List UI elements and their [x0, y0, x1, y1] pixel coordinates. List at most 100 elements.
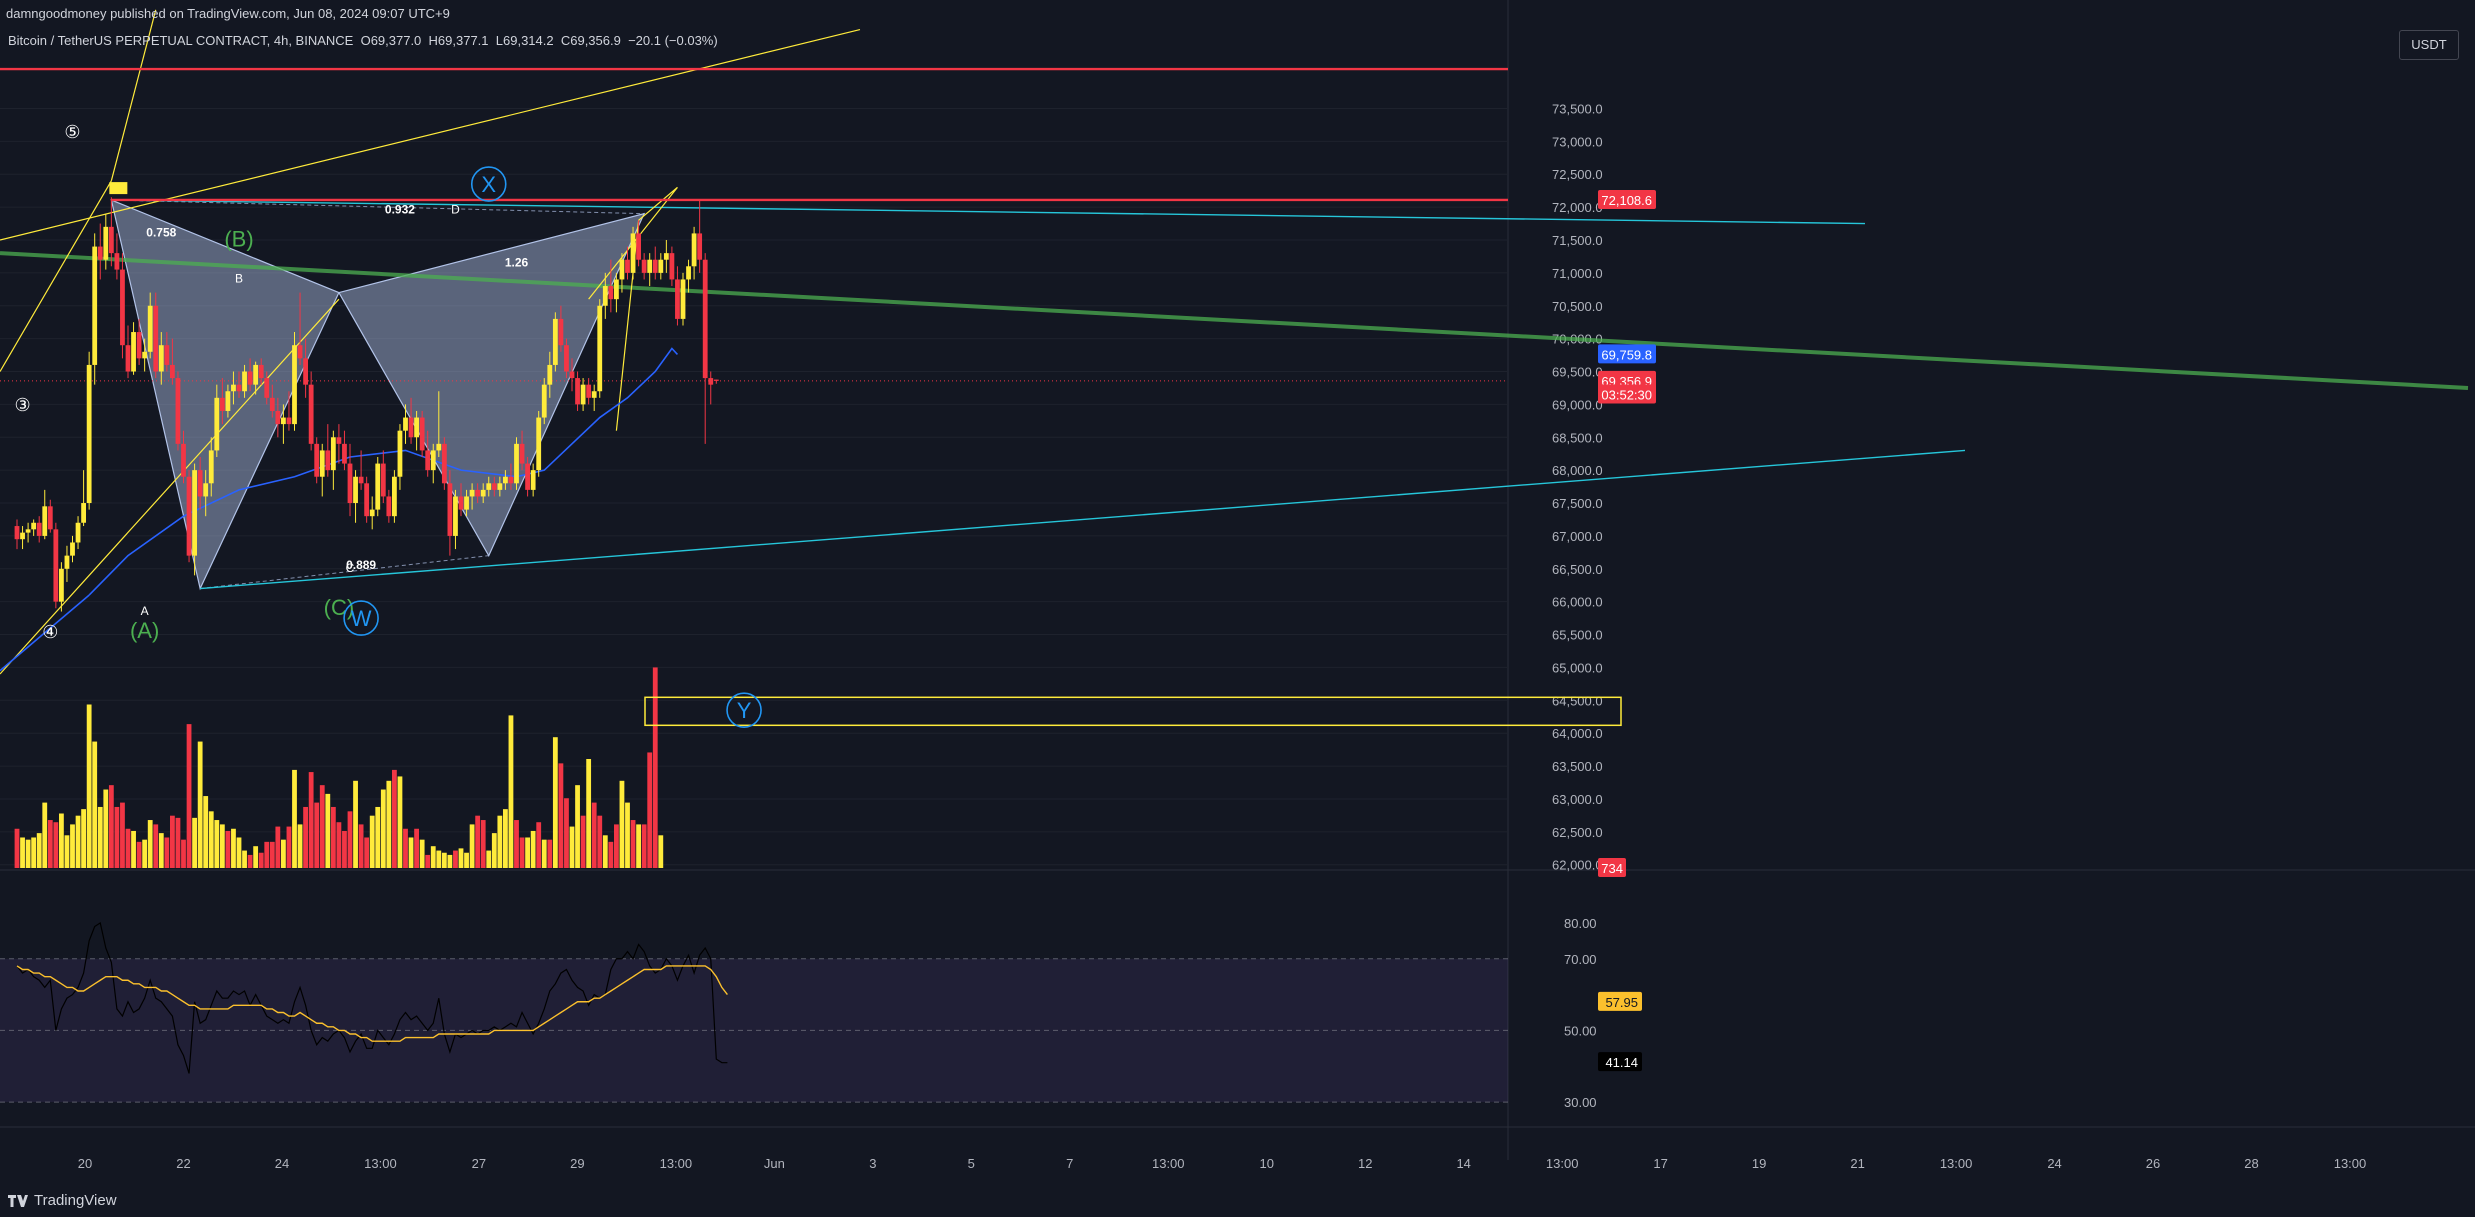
price-tick-label: 67,000.0 — [1552, 529, 1603, 544]
candle-body — [475, 489, 481, 497]
candle-body — [430, 450, 436, 471]
price-tick-label: 72,500.0 — [1552, 167, 1603, 182]
price-tick-label: 65,000.0 — [1552, 660, 1603, 675]
candle-body — [586, 384, 592, 398]
price-tick-label: 62,500.0 — [1552, 825, 1603, 840]
volume-bar — [142, 839, 148, 868]
candle-body — [342, 443, 347, 464]
wave-circle-blue — [343, 600, 379, 636]
candle-body — [214, 397, 220, 451]
candle-body — [669, 253, 675, 280]
candle-body — [330, 437, 336, 471]
volume-bar — [491, 833, 497, 868]
candle-body — [503, 476, 508, 484]
volume-bar — [125, 828, 131, 868]
volume-bar — [136, 841, 142, 868]
time-tick-label: 13:00 — [660, 1156, 693, 1171]
wave-label-blue: X — [481, 172, 496, 197]
candle-body — [397, 430, 403, 477]
time-tick-label: 14 — [1456, 1156, 1470, 1171]
high-value: 69,377.1 — [437, 33, 489, 48]
candle-body — [225, 391, 231, 411]
price-tick-label: 68,500.0 — [1552, 430, 1603, 445]
rsi-tag — [1598, 1052, 1642, 1072]
time-tick-label: 20 — [78, 1156, 92, 1171]
candle-body — [275, 410, 281, 425]
candle-body — [486, 483, 492, 490]
candle-body — [547, 364, 553, 385]
price-tick-label: 70,500.0 — [1552, 299, 1603, 314]
volume-bar — [20, 837, 25, 868]
volume-bar — [70, 824, 75, 868]
volume-bar — [92, 741, 98, 868]
volume-bar — [158, 833, 164, 868]
high-label: H — [428, 33, 438, 48]
candle-body — [536, 417, 542, 471]
candle-body — [447, 483, 453, 536]
volume-bar — [31, 837, 37, 868]
fib-ratio-label: 0.758 — [146, 226, 176, 240]
currency-button[interactable]: USDT — [2399, 30, 2459, 60]
rsi-tag — [1598, 991, 1642, 1011]
candle-body — [686, 266, 691, 280]
volume-bar — [103, 789, 109, 868]
candle-body — [97, 246, 103, 260]
fib-ratio-label: 0.889 — [346, 558, 376, 572]
candle-body — [75, 522, 81, 543]
time-tick-label: Jun — [764, 1156, 785, 1171]
candle-body — [170, 364, 175, 379]
candle-body — [92, 246, 98, 365]
candle-body — [269, 397, 275, 411]
time-tick-label: 27 — [472, 1156, 486, 1171]
candle-body — [286, 417, 292, 425]
volume-bar — [297, 824, 303, 868]
price-tick-label: 67,500.0 — [1552, 496, 1603, 511]
volume-bar — [120, 802, 125, 868]
candle-body — [519, 443, 525, 464]
volume-bar — [447, 854, 453, 868]
candle-body — [497, 483, 503, 490]
wave-label-white: ④ — [42, 622, 58, 642]
volume-bar — [192, 817, 197, 868]
wave-label-blue: W — [351, 606, 372, 631]
volume-bar — [480, 820, 486, 868]
candle-body — [86, 364, 92, 504]
volume-bar — [441, 852, 447, 868]
candle-body — [436, 443, 442, 451]
volume-bar — [364, 837, 370, 868]
volume-bar — [342, 830, 347, 868]
volume-bar — [203, 796, 209, 868]
time-tick-label: 17 — [1653, 1156, 1667, 1171]
volume-bar — [81, 809, 86, 868]
pattern-point-label: B — [235, 272, 243, 286]
volume-bar — [508, 715, 514, 868]
volume-bar — [286, 826, 292, 868]
time-tick-label: 3 — [869, 1156, 876, 1171]
candle-body — [663, 253, 669, 260]
candle-body — [464, 496, 469, 510]
candle-body — [702, 259, 708, 379]
candle-body — [636, 233, 641, 260]
symbol-name[interactable]: Bitcoin / TetherUS PERPETUAL CONTRACT, 4… — [8, 33, 354, 48]
rsi-band — [0, 958, 1508, 1103]
volume-bar — [214, 820, 220, 868]
volume-bar — [497, 815, 503, 868]
candle-body — [458, 496, 464, 510]
volume-bar — [558, 763, 564, 868]
candle-body — [558, 318, 564, 346]
candle-body — [314, 443, 320, 477]
candle-body — [153, 305, 159, 372]
candle-body — [208, 450, 214, 484]
rsi-tick-label: 80.00 — [1564, 916, 1597, 931]
wave-label-white: ⑤ — [64, 122, 80, 142]
price-tick-label: 62,000.0 — [1552, 858, 1603, 873]
candle-body — [541, 384, 547, 418]
pattern-point-label: D — [451, 203, 460, 217]
time-tick-label: 29 — [570, 1156, 584, 1171]
candle-body — [525, 463, 530, 490]
volume-bar — [580, 815, 586, 868]
wave-label-green: (A) — [130, 618, 159, 643]
candle-body — [380, 463, 386, 497]
volume-bar — [403, 828, 408, 868]
